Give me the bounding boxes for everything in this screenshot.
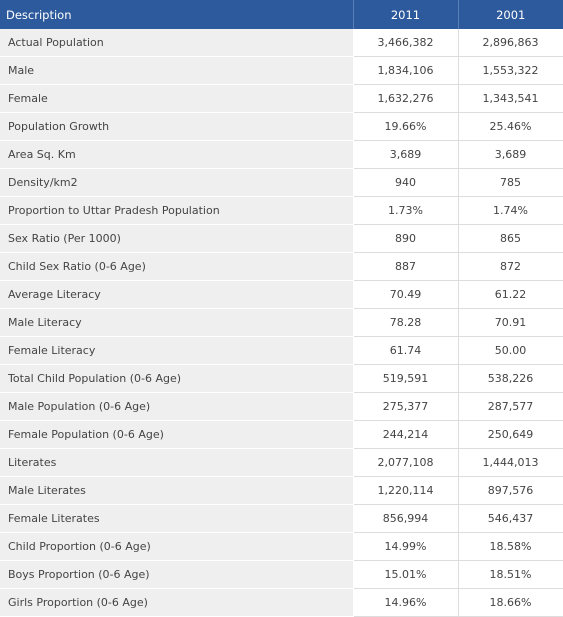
row-description: Actual Population [0, 29, 354, 57]
row-value-2011: 1.73% [352, 196, 458, 225]
header-year-2011: 2011 [353, 0, 459, 29]
row-description: Child Sex Ratio (0-6 Age) [0, 252, 354, 281]
table-row: Child Proportion (0-6 Age) 14.99% 18.58% [0, 532, 563, 561]
table-row: Female 1,632,276 1,343,541 [0, 84, 563, 113]
row-description: Male Literacy [0, 308, 354, 337]
header-description: Description [0, 0, 354, 29]
row-description: Literates [0, 448, 354, 477]
row-value-2001: 2,896,863 [457, 29, 563, 57]
row-value-2011: 14.96% [352, 588, 458, 617]
row-description: Female Population (0-6 Age) [0, 420, 354, 449]
table-row: Child Sex Ratio (0-6 Age) 887 872 [0, 252, 563, 281]
row-description: Boys Proportion (0-6 Age) [0, 560, 354, 589]
row-value-2001: 546,437 [457, 504, 563, 533]
row-value-2011: 78.28 [352, 308, 458, 337]
row-value-2011: 856,994 [352, 504, 458, 533]
row-description: Female Literates [0, 504, 354, 533]
table-row: Average Literacy 70.49 61.22 [0, 280, 563, 309]
row-value-2001: 250,649 [457, 420, 563, 449]
row-value-2001: 3,689 [457, 140, 563, 169]
table-row: Male Literates 1,220,114 897,576 [0, 476, 563, 505]
table-row: Girls Proportion (0-6 Age) 14.96% 18.66% [0, 588, 563, 617]
header-year-2001: 2001 [458, 0, 563, 29]
row-description: Population Growth [0, 112, 354, 141]
row-description: Sex Ratio (Per 1000) [0, 224, 354, 253]
row-value-2011: 887 [352, 252, 458, 281]
table-row: Boys Proportion (0-6 Age) 15.01% 18.51% [0, 560, 563, 589]
row-value-2001: 897,576 [457, 476, 563, 505]
row-value-2011: 15.01% [352, 560, 458, 589]
row-value-2001: 785 [457, 168, 563, 197]
row-value-2001: 865 [457, 224, 563, 253]
row-value-2011: 244,214 [352, 420, 458, 449]
row-description: Area Sq. Km [0, 140, 354, 169]
row-value-2001: 1,553,322 [457, 56, 563, 85]
row-description: Female Literacy [0, 336, 354, 365]
table-row: Area Sq. Km 3,689 3,689 [0, 140, 563, 169]
row-description: Male Literates [0, 476, 354, 505]
row-value-2011: 940 [352, 168, 458, 197]
row-value-2001: 287,577 [457, 392, 563, 421]
row-value-2011: 61.74 [352, 336, 458, 365]
row-description: Average Literacy [0, 280, 354, 309]
table-header: Description 2011 2001 [0, 0, 563, 29]
row-value-2011: 2,077,108 [352, 448, 458, 477]
table-row: Male 1,834,106 1,553,322 [0, 56, 563, 85]
row-value-2011: 70.49 [352, 280, 458, 309]
row-value-2001: 1,343,541 [457, 84, 563, 113]
table-row: Female Population (0-6 Age) 244,214 250,64… [0, 420, 563, 449]
row-value-2001: 538,226 [457, 364, 563, 393]
row-value-2001: 61.22 [457, 280, 563, 309]
table-row: Density/km2 940 785 [0, 168, 563, 197]
row-value-2011: 1,632,276 [352, 84, 458, 113]
table-row: Literates 2,077,108 1,444,013 [0, 448, 563, 477]
row-value-2011: 1,834,106 [352, 56, 458, 85]
row-value-2011: 890 [352, 224, 458, 253]
table-body: Actual Population 3,466,382 2,896,863 Male 1… [0, 29, 563, 617]
row-value-2001: 18.51% [457, 560, 563, 589]
row-value-2001: 18.58% [457, 532, 563, 561]
row-value-2011: 14.99% [352, 532, 458, 561]
row-value-2011: 19.66% [352, 112, 458, 141]
row-description: Female [0, 84, 354, 113]
header-row: Description 2011 2001 [0, 0, 563, 29]
row-value-2001: 50.00 [457, 336, 563, 365]
row-description: Child Proportion (0-6 Age) [0, 532, 354, 561]
table-row: Female Literacy 61.74 50.00 [0, 336, 563, 365]
row-value-2001: 70.91 [457, 308, 563, 337]
row-value-2011: 275,377 [352, 392, 458, 421]
table-row: Population Growth 19.66% 25.46% [0, 112, 563, 141]
table-row: Male Population (0-6 Age) 275,377 287,577 [0, 392, 563, 421]
row-value-2001: 1.74% [457, 196, 563, 225]
table-row: Female Literates 856,994 546,437 [0, 504, 563, 533]
row-description: Male [0, 56, 354, 85]
table-row: Total Child Population (0-6 Age) 519,591 5… [0, 364, 563, 393]
row-description: Girls Proportion (0-6 Age) [0, 588, 354, 617]
row-value-2011: 3,466,382 [352, 29, 458, 57]
table-row: Sex Ratio (Per 1000) 890 865 [0, 224, 563, 253]
row-value-2011: 1,220,114 [352, 476, 458, 505]
row-value-2011: 519,591 [352, 364, 458, 393]
row-description: Proportion to Uttar Pradesh Population [0, 196, 354, 225]
row-description: Density/km2 [0, 168, 354, 197]
row-value-2011: 3,689 [352, 140, 458, 169]
table-row: Male Literacy 78.28 70.91 [0, 308, 563, 337]
row-value-2001: 1,444,013 [457, 448, 563, 477]
row-description: Male Population (0-6 Age) [0, 392, 354, 421]
row-value-2001: 872 [457, 252, 563, 281]
row-value-2001: 18.66% [457, 588, 563, 617]
table-row: Actual Population 3,466,382 2,896,863 [0, 29, 563, 57]
row-description: Total Child Population (0-6 Age) [0, 364, 354, 393]
row-value-2001: 25.46% [457, 112, 563, 141]
table-row: Proportion to Uttar Pradesh Population 1.… [0, 196, 563, 225]
